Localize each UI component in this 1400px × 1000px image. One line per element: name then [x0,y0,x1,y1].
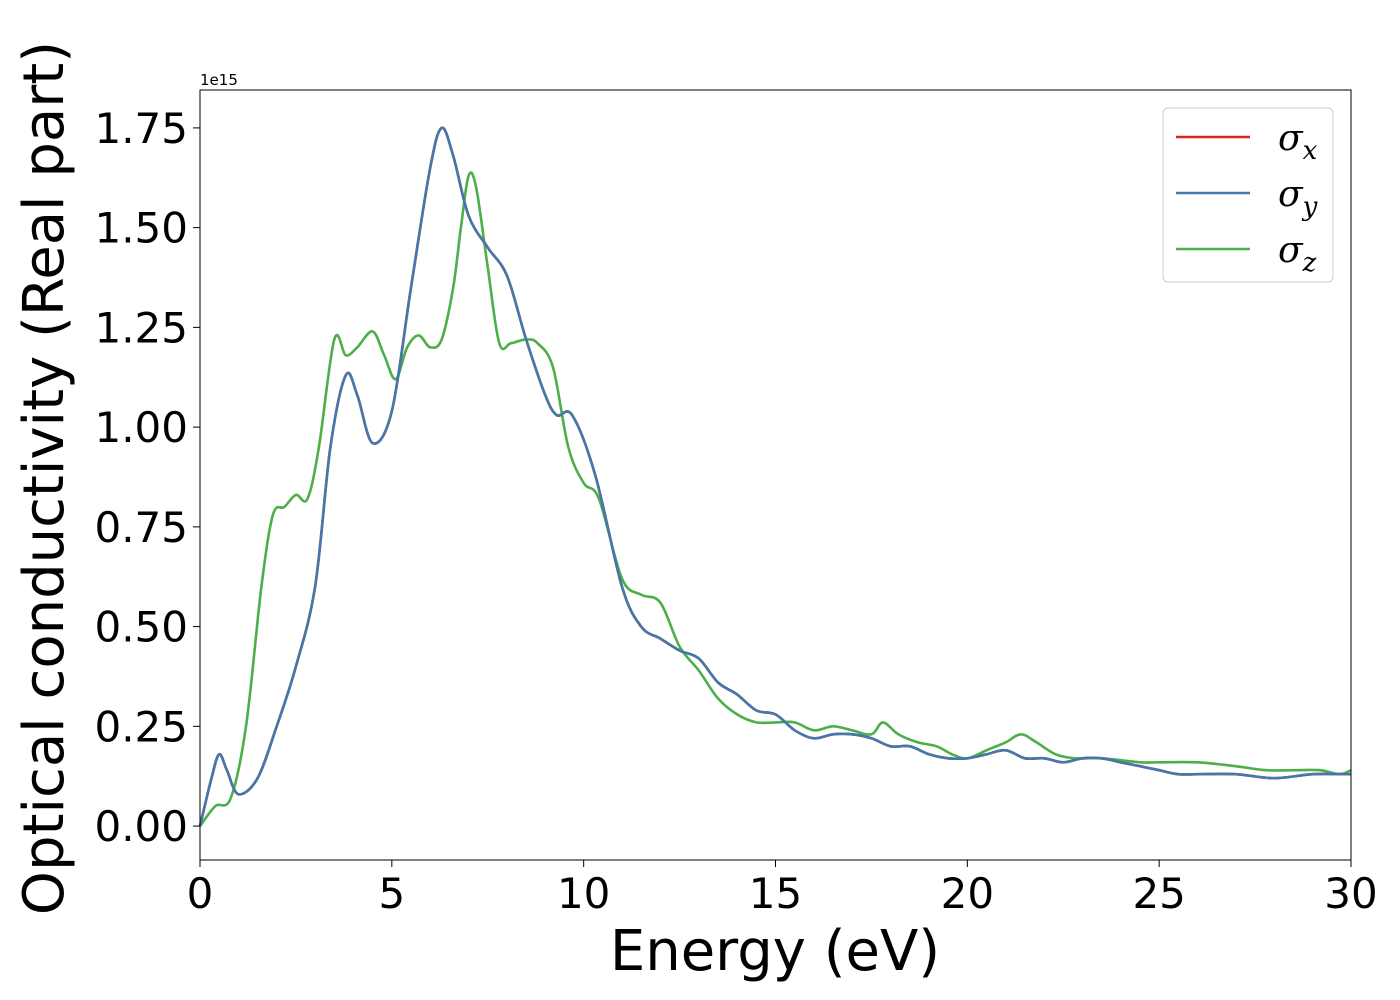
x-tick-label: 15 [749,869,802,918]
y-axis: 0.00 0.25 0.50 0.75 1.00 1.25 1.50 1.75 [94,104,200,851]
y-tick-label: 1.00 [94,403,188,452]
y-tick-label: 1.75 [94,104,188,153]
legend-subscript: x [1303,136,1318,166]
y-tick-label: 1.25 [94,303,188,352]
legend-subscript: y [1302,192,1318,222]
y-axis-label: Optical conductivity (Real part) [12,41,77,915]
y-tick-label: 0.25 [94,702,188,751]
x-axis-label: Energy (eV) [610,919,940,984]
series-line-z [198,171,1352,827]
y-tick-label: 0.50 [94,603,188,652]
x-tick-label: 10 [557,869,610,918]
series-line-y [198,126,1352,827]
y-offset-label: 1e15 [200,71,238,89]
series-layer [198,126,1352,827]
x-tick-label: 0 [187,869,214,918]
x-tick-label: 20 [941,869,994,918]
x-tick-label: 25 [1132,869,1185,918]
y-tick-label: 1.50 [94,204,188,253]
legend-box [1162,107,1334,283]
legend-subscript: z [1302,248,1317,278]
y-tick-label: 0.75 [94,503,188,552]
y-tick-label: 0.00 [94,802,188,851]
x-axis: 0 5 10 15 20 25 30 [187,860,1378,918]
x-tick-label: 30 [1324,869,1377,918]
x-tick-label: 5 [378,869,405,918]
